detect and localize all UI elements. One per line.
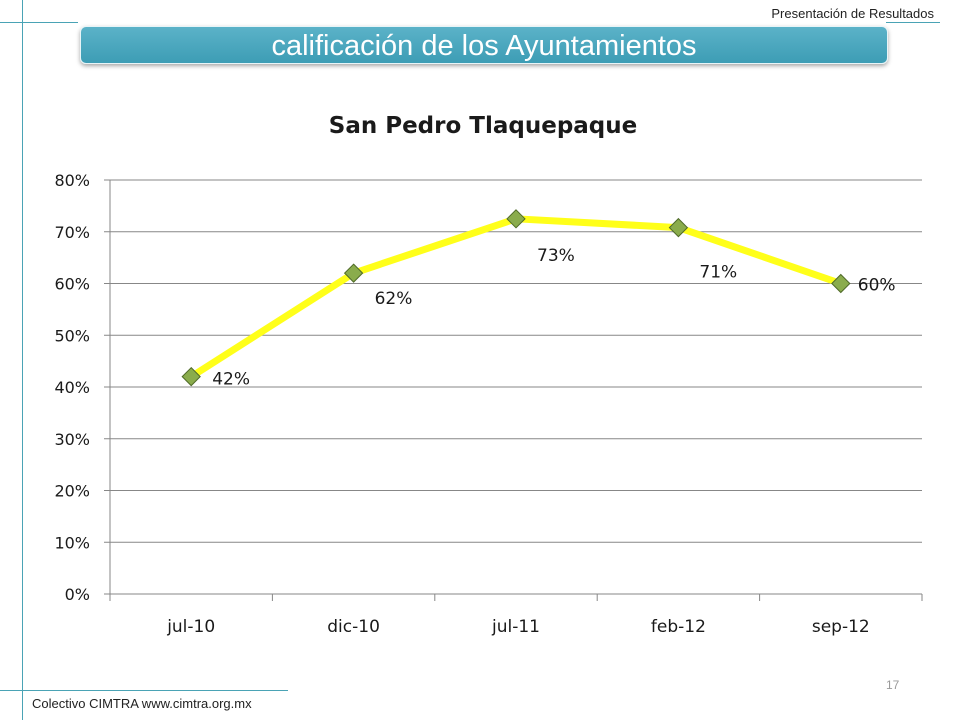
data-point-marker: [831, 273, 851, 294]
y-tick-label: 80%: [54, 171, 90, 190]
y-tick-label: 40%: [54, 378, 90, 397]
x-tick-label: feb-12: [651, 617, 706, 637]
y-tick-labels: 0% 10% 20% 30% 40% 50% 60% 70% 80%: [54, 171, 90, 604]
series-line-layer: [187, 215, 845, 381]
data-point-marker: [343, 263, 364, 283]
axes: [104, 179, 923, 601]
data-label: 71%: [699, 263, 737, 283]
data-label: 60%: [858, 276, 896, 296]
footer-source: Colectivo CIMTRA www.cimtra.org.mx: [32, 696, 252, 711]
banner-title: calificación de los Ayuntamientos: [271, 30, 697, 62]
data-labels: 42% 62% 73% 71% 60%: [212, 246, 895, 390]
y-tick-label: 0%: [65, 585, 90, 604]
y-tick-label: 10%: [54, 533, 90, 552]
data-point-marker: [506, 209, 526, 229]
page-number: 17: [886, 678, 900, 692]
y-tick-label: 60%: [54, 275, 90, 294]
y-tick-label: 20%: [54, 482, 90, 501]
markers: [181, 209, 851, 387]
x-tick-label: sep-12: [812, 617, 870, 637]
y-tick-label: 50%: [54, 326, 90, 345]
left-accent-line: [22, 0, 23, 720]
x-tick-label: jul-10: [166, 617, 215, 637]
x-tick-label: jul-11: [491, 617, 540, 637]
data-label: 73%: [537, 246, 575, 266]
presentation-label: Presentación de Resultados: [771, 6, 934, 21]
y-tick-label: 30%: [54, 430, 90, 449]
top-left-accent-line: [0, 22, 78, 23]
title-banner: calificación de los Ayuntamientos: [80, 26, 888, 64]
chart-title: San Pedro Tlaquepaque: [329, 113, 638, 139]
data-label: 42%: [212, 370, 250, 390]
y-tick-label: 70%: [54, 223, 90, 242]
series-line: [187, 215, 845, 381]
data-point-marker: [668, 217, 689, 238]
data-point-marker: [181, 366, 201, 387]
x-tick-labels: jul-10 dic-10 jul-11 feb-12 sep-12: [166, 617, 870, 637]
top-right-accent-line: [886, 22, 940, 23]
data-label: 62%: [375, 289, 413, 309]
bottom-accent-line: [0, 690, 288, 691]
x-tick-label: dic-10: [327, 617, 380, 637]
